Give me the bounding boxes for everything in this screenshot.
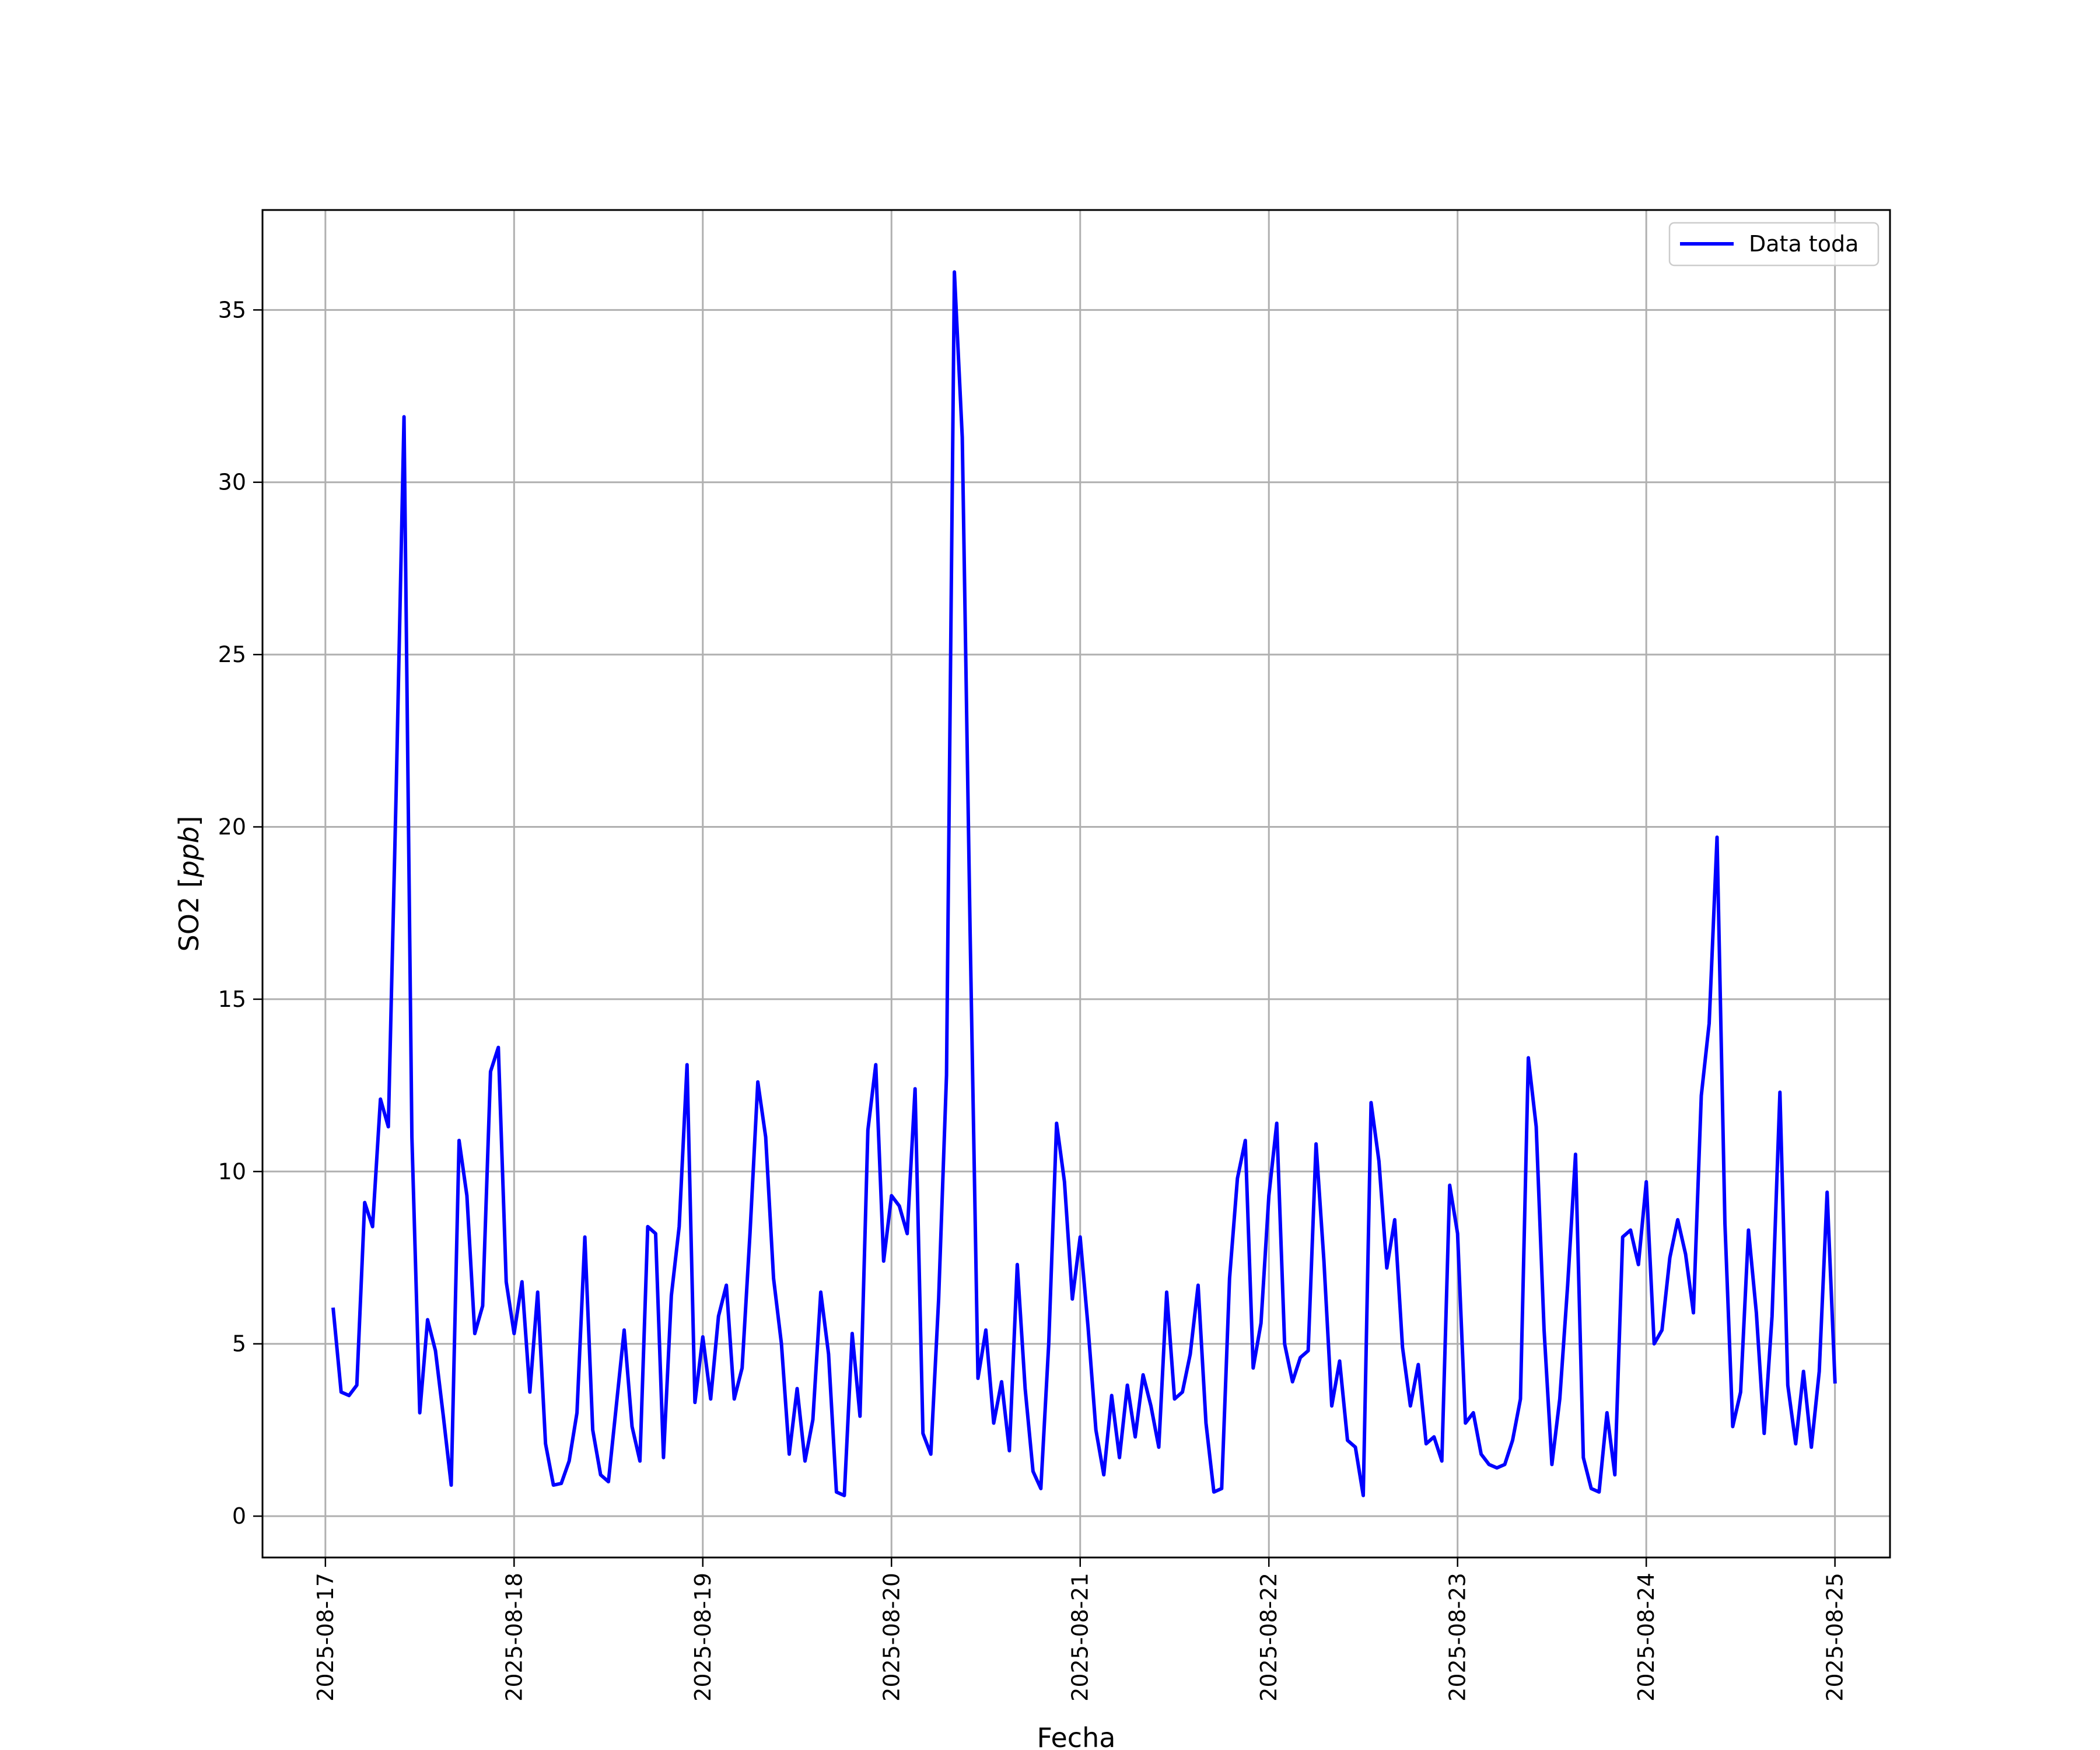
- x-tick-label: 2025-08-24: [1633, 1573, 1659, 1702]
- x-axis-ticks: 2025-08-17 2025-08-18 2025-08-19 2025-08-20…: [313, 1558, 1848, 1702]
- legend-box: [1668, 222, 1880, 267]
- x-tick-label: 2025-08-23: [1445, 1573, 1471, 1702]
- x-tick-label: 2025-08-21: [1068, 1573, 1093, 1702]
- y-axis-title-unit: ppb: [173, 827, 205, 878]
- y-axis-title: SO2 [ppb]: [173, 816, 205, 952]
- legend: Data toda: [1668, 222, 1880, 267]
- y-axis-title-close: ]: [173, 816, 205, 827]
- y-tick-label: 0: [232, 1503, 246, 1529]
- y-tick-label: 15: [218, 986, 246, 1012]
- x-axis-title: Fecha: [1037, 1722, 1116, 1750]
- x-tick-label: 2025-08-18: [501, 1573, 527, 1702]
- y-tick-label: 35: [218, 297, 246, 323]
- data-series-layer: [331, 270, 1837, 1497]
- y-tick-label: 25: [218, 642, 246, 667]
- x-tick-label: 2025-08-22: [1256, 1573, 1282, 1702]
- plot-frame: [261, 209, 1891, 1559]
- y-axis-ticks: 0 5 10 15 20 25 30 35: [218, 297, 262, 1529]
- x-tick-label: 2025-08-19: [690, 1573, 716, 1702]
- x-tick-label: 2025-08-20: [878, 1573, 904, 1702]
- legend-label-data-toda: Data toda: [1749, 231, 1859, 257]
- y-tick-label: 10: [218, 1158, 246, 1184]
- y-tick-label: 5: [232, 1331, 246, 1357]
- y-axis-title-text: SO2 [: [173, 877, 205, 951]
- y-tick-label: 30: [218, 470, 246, 495]
- x-tick-label: 2025-08-25: [1822, 1573, 1848, 1702]
- grid-lines: [262, 210, 1890, 1558]
- series-line-data-toda: [331, 270, 1837, 1497]
- y-tick-label: 20: [218, 814, 246, 840]
- x-tick-label: 2025-08-17: [313, 1573, 338, 1702]
